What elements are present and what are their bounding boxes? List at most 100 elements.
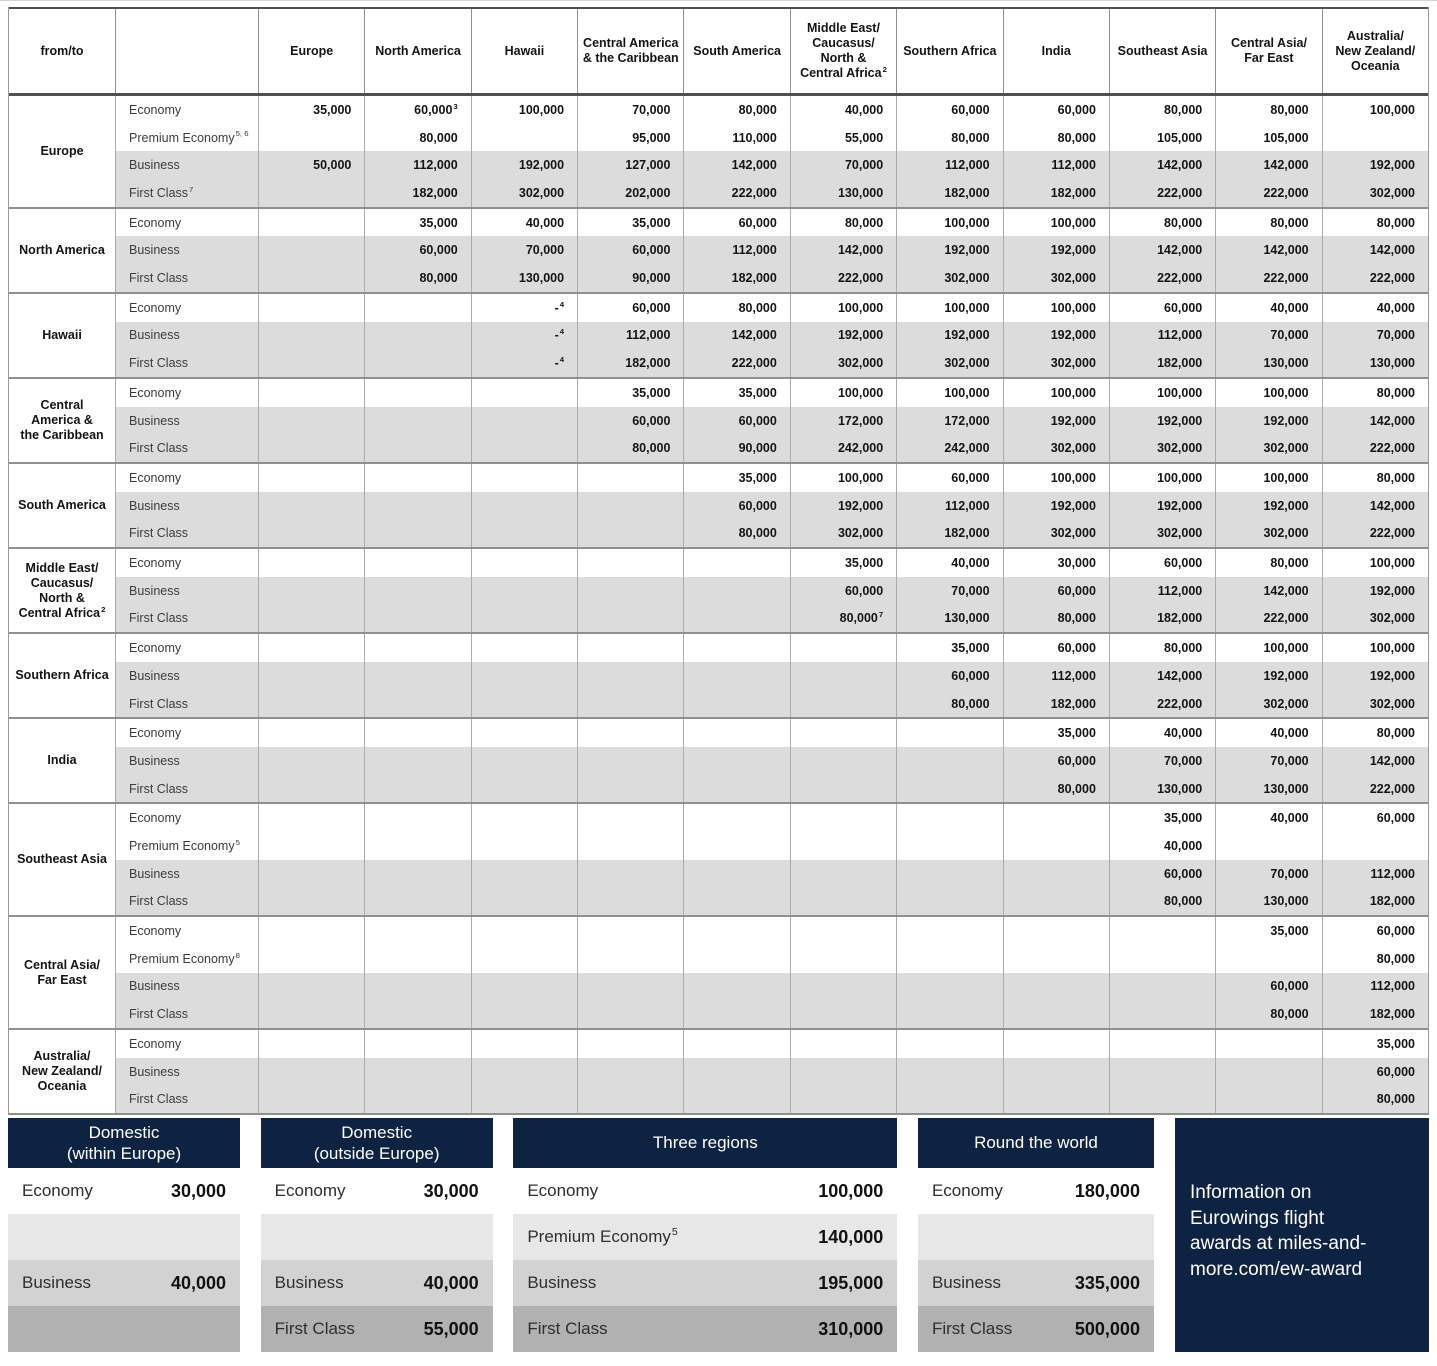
summary-row-label: Economy bbox=[527, 1181, 599, 1200]
award-miles-cell bbox=[1002, 944, 1109, 973]
award-miles-cell: 110,000 bbox=[683, 123, 789, 152]
award-miles-cell: 60,000 bbox=[1002, 634, 1109, 662]
award-miles-cell bbox=[789, 804, 896, 833]
award-miles-cell: 70,000 bbox=[1215, 321, 1322, 350]
award-miles-cell bbox=[258, 519, 365, 548]
award-miles-cell: 40,000 bbox=[1215, 293, 1321, 322]
cabin-class-label: Economy bbox=[115, 208, 258, 237]
award-miles-cell bbox=[258, 576, 365, 605]
award-miles-cell: 80,000 bbox=[1215, 549, 1321, 577]
award-miles-cell: 182,000 bbox=[1002, 689, 1109, 718]
award-miles-cell: 192,000 bbox=[1002, 406, 1109, 435]
award-miles-cell bbox=[789, 661, 897, 690]
cabin-class-label: Economy bbox=[115, 96, 258, 124]
award-chart-table: from/to Europe North America Hawaii Central… bbox=[8, 7, 1429, 1116]
summary-row: Business 195,000 bbox=[513, 1260, 898, 1306]
award-miles-cell: -4 bbox=[470, 321, 578, 350]
cabin-class-label: Business bbox=[115, 972, 258, 1001]
award-miles-cell bbox=[258, 549, 364, 577]
award-miles-cell: 222,000 bbox=[789, 264, 897, 292]
award-miles-cell: 142,000 bbox=[683, 151, 790, 180]
summary-row-label: First Class bbox=[931, 1319, 1013, 1338]
award-miles-cell bbox=[258, 123, 364, 152]
award-miles-cell: 100,000 bbox=[1321, 96, 1428, 124]
award-miles-cell: 192,000 bbox=[1002, 321, 1109, 350]
award-miles-cell: 80,000 bbox=[1321, 1085, 1428, 1114]
award-miles-cell bbox=[258, 859, 365, 888]
award-miles-cell: 302,000 bbox=[470, 179, 578, 207]
award-miles-cell: 80,000 bbox=[683, 96, 789, 124]
award-miles-cell bbox=[577, 1000, 684, 1029]
award-miles-cell bbox=[577, 661, 684, 690]
cabin-class-label: Business bbox=[115, 236, 258, 265]
award-miles-cell bbox=[470, 576, 578, 605]
award-miles-cell bbox=[364, 576, 471, 605]
award-miles-cell bbox=[683, 804, 789, 833]
award-miles-cell bbox=[258, 491, 365, 520]
award-miles-cell: 172,000 bbox=[896, 406, 1003, 435]
award-miles-cell: 60,000 bbox=[683, 491, 790, 520]
award-miles-cell: 182,000 bbox=[683, 264, 790, 292]
award-miles-cell: 105,000 bbox=[1108, 123, 1215, 152]
award-miles-cell: 40,000 bbox=[1215, 719, 1321, 748]
summary-row-label: First Class bbox=[274, 1319, 355, 1338]
award-miles-cell bbox=[258, 1030, 364, 1058]
award-miles-cell: 40,000 bbox=[1321, 293, 1428, 322]
table-header-row: from/to Europe North America Hawaii Central… bbox=[9, 7, 1428, 96]
summary-row: Business 40,000 bbox=[8, 1260, 240, 1306]
award-miles-cell bbox=[364, 719, 470, 748]
award-miles-cell: 80,000 bbox=[1108, 887, 1216, 916]
award-miles-cell: 70,000 bbox=[896, 576, 1003, 605]
award-miles-cell: 70,000 bbox=[1215, 859, 1322, 888]
award-miles-cell: 35,000 bbox=[683, 464, 789, 492]
award-miles-cell: 100,000 bbox=[1215, 464, 1321, 492]
summary-row-miles: 40,000 bbox=[170, 1272, 226, 1293]
award-miles-cell: 80,000 bbox=[1321, 719, 1428, 748]
cabin-class-label: Economy bbox=[115, 804, 258, 833]
award-miles-cell bbox=[577, 464, 683, 492]
award-miles-cell: 302,000 bbox=[1108, 434, 1216, 463]
award-miles-cell: 112,000 bbox=[1108, 321, 1216, 350]
award-miles-cell: 302,000 bbox=[896, 349, 1003, 377]
award-miles-cell bbox=[896, 1085, 1003, 1114]
award-miles-cell bbox=[789, 774, 897, 803]
award-miles-cell bbox=[896, 1057, 1003, 1086]
award-miles-cell bbox=[896, 859, 1003, 888]
award-miles-cell bbox=[577, 1085, 684, 1114]
award-miles-cell: 302,000 bbox=[1321, 689, 1428, 718]
award-miles-cell bbox=[258, 917, 364, 945]
award-miles-cell bbox=[470, 549, 577, 577]
award-miles-cell: 55,000 bbox=[789, 123, 896, 152]
award-miles-cell: 80,0007 bbox=[789, 604, 897, 633]
award-miles-cell bbox=[1002, 804, 1109, 833]
summary-row-label: Economy bbox=[274, 1181, 346, 1200]
award-miles-cell bbox=[577, 689, 684, 718]
award-miles-cell: 60,000 bbox=[896, 464, 1002, 492]
award-miles-cell bbox=[1108, 1057, 1216, 1086]
award-miles-cell bbox=[364, 293, 470, 322]
summary-row-label: Economy bbox=[22, 1181, 93, 1200]
cabin-class-label: Economy bbox=[115, 293, 258, 322]
award-miles-cell: 182,000 bbox=[1002, 179, 1109, 207]
column-header: Hawaii bbox=[470, 9, 577, 93]
region-cell: Southern Africa bbox=[9, 634, 115, 718]
cabin-class-label: First Class bbox=[115, 774, 258, 803]
award-miles-cell: 302,000 bbox=[1321, 604, 1428, 633]
award-miles-cell: 60,000 bbox=[577, 406, 684, 435]
summary-box-title: Round the world bbox=[917, 1118, 1154, 1168]
award-miles-cell: 70,000 bbox=[1321, 321, 1428, 350]
award-miles-cell bbox=[470, 1030, 577, 1058]
award-miles-cell bbox=[258, 774, 365, 803]
award-miles-cell: 80,000 bbox=[1108, 208, 1215, 237]
award-miles-cell: 80,000 bbox=[1321, 378, 1428, 407]
award-miles-cell bbox=[577, 747, 684, 775]
award-miles-cell: 112,000 bbox=[1321, 972, 1428, 1001]
award-miles-cell bbox=[1002, 1030, 1109, 1058]
column-header: Central Asia/Far East bbox=[1215, 9, 1321, 93]
award-miles-cell bbox=[683, 1057, 790, 1086]
award-miles-cell: 142,000 bbox=[1215, 151, 1322, 180]
award-miles-cell: 60,0003 bbox=[364, 96, 470, 124]
award-miles-cell bbox=[364, 634, 470, 662]
award-miles-cell bbox=[789, 917, 896, 945]
